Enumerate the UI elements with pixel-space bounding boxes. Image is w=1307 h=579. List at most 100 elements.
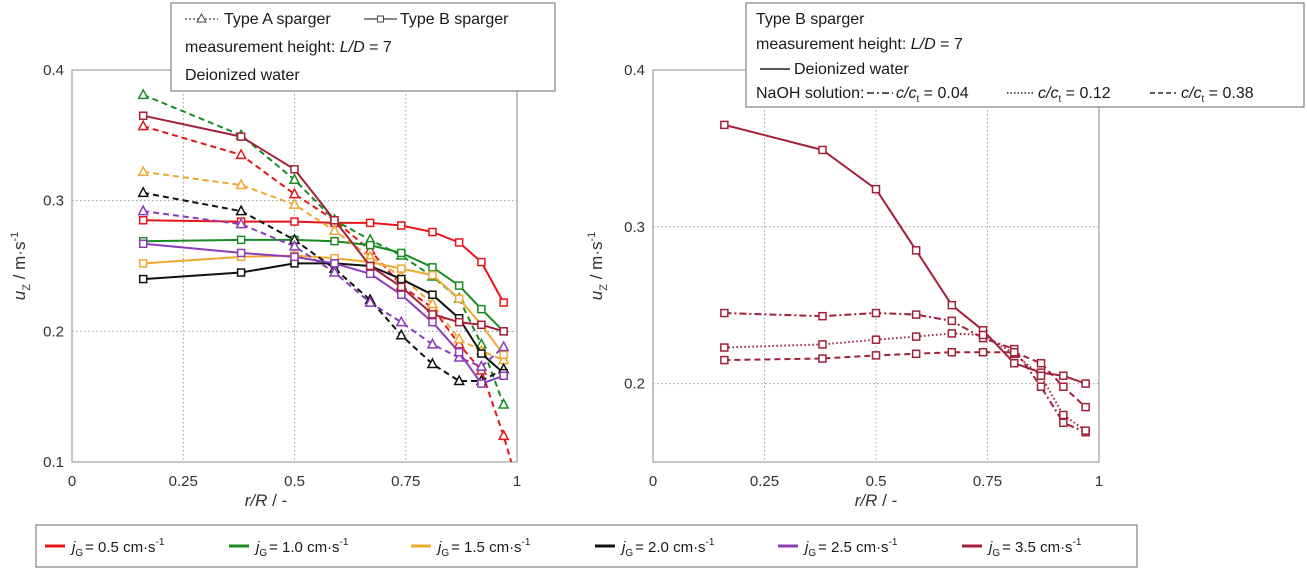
legend-item: jG = 2.5 cm·s-1 — [778, 537, 898, 559]
data-point-marker — [235, 204, 247, 216]
data-point-marker — [1081, 379, 1090, 388]
bottom-legend: jG = 0.5 cm·s-1 jG = 1.0 cm·s-1 jG = 1.5 cm·s… — [35, 524, 1138, 568]
data-point-marker — [288, 173, 301, 185]
x-tick-label: 0 — [68, 473, 76, 490]
data-point-marker — [477, 320, 486, 330]
series-line — [143, 242, 504, 385]
left-chart-panel: 0 0.25 0.5 0.75 1 0.1 0.2 0.3 0.4 r/R / - uZ / m… — [9, 62, 521, 510]
x-tick-label: 0.5 — [866, 473, 887, 490]
data-point-marker — [818, 311, 827, 321]
series-left-10 — [138, 111, 508, 336]
y-tick-label: 0.3 — [43, 193, 64, 210]
data-point-marker — [911, 246, 921, 255]
data-point-marker — [290, 252, 299, 262]
series-line — [143, 238, 505, 333]
data-point-marker — [477, 379, 486, 388]
data-point-marker — [818, 354, 827, 363]
data-point-marker — [454, 294, 464, 303]
data-point-marker — [328, 265, 341, 277]
naoh-012-label: c/ct = 0.12 — [1038, 85, 1111, 105]
data-point-marker — [365, 261, 375, 271]
data-point-marker — [1036, 358, 1046, 368]
legend-label: jG = 1.5 cm·s-1 — [436, 537, 531, 559]
left-annotation-box: Type A sparger Type B sparger measuremen… — [170, 2, 556, 92]
data-point-marker — [499, 327, 508, 336]
series-line — [143, 191, 505, 382]
data-point-marker — [818, 145, 827, 155]
data-point-marker — [290, 165, 299, 174]
data-point-marker — [138, 216, 148, 225]
data-point-marker — [235, 178, 247, 190]
data-point-marker — [236, 268, 246, 277]
data-point-marker — [365, 240, 375, 250]
naoh-038-label: c/ct = 0.38 — [1181, 85, 1254, 105]
right-x-axis-label: r/R / - — [855, 491, 898, 510]
data-point-marker — [137, 204, 149, 216]
x-tick-label: 1 — [1095, 473, 1103, 490]
data-point-marker — [871, 335, 881, 344]
data-point-marker — [453, 337, 465, 349]
data-point-marker — [426, 357, 439, 369]
data-point-marker — [364, 295, 376, 307]
x-tick-label: 0.75 — [973, 473, 1002, 490]
data-point-marker — [397, 264, 406, 273]
y-tick-label: 0.2 — [43, 323, 64, 340]
data-point-marker — [947, 347, 957, 357]
data-point-marker — [1059, 371, 1068, 381]
data-point-marker — [947, 316, 957, 326]
legend-item: jG = 1.5 cm·s-1 — [411, 537, 531, 559]
data-point-marker — [236, 248, 246, 258]
data-point-marker — [137, 88, 149, 100]
legend-item: jG = 0.5 cm·s-1 — [45, 537, 165, 559]
data-point-marker — [454, 281, 464, 290]
data-point-marker — [1059, 382, 1068, 391]
x-tick-label: 0.25 — [750, 473, 779, 490]
legend-label: jG = 2.0 cm·s-1 — [620, 537, 715, 559]
data-point-marker — [454, 317, 464, 327]
data-point-marker — [720, 343, 729, 352]
y-tick-label: 0.2 — [624, 376, 645, 393]
series-left-9 — [138, 239, 508, 388]
right-y-axis-label: uZ / m·s-1 — [586, 232, 610, 300]
right-sparger-label: Type B sparger — [756, 11, 865, 28]
type-a-marker-sample — [196, 12, 207, 23]
right-tick-labels: 0 0.25 0.5 0.75 1 0.2 0.3 0.4 — [624, 62, 1103, 490]
data-point-marker — [328, 224, 341, 235]
data-point-marker — [497, 340, 510, 352]
data-point-marker — [365, 269, 375, 279]
right-annotation-frame — [745, 2, 1305, 108]
y-tick-label: 0.4 — [43, 62, 64, 79]
data-point-marker — [1081, 426, 1090, 435]
data-point-marker — [947, 329, 957, 338]
data-point-marker — [137, 119, 149, 131]
data-point-marker — [477, 304, 486, 314]
data-point-marker — [397, 282, 406, 292]
data-point-marker — [428, 227, 437, 237]
data-point-marker — [911, 332, 921, 341]
data-point-marker — [499, 371, 508, 381]
data-point-marker — [871, 184, 881, 194]
data-point-marker — [397, 274, 406, 284]
data-point-marker — [137, 186, 149, 198]
left-annotation-frame — [170, 2, 556, 92]
data-point-marker — [426, 297, 439, 309]
data-point-marker — [871, 308, 881, 318]
data-point-marker — [365, 218, 375, 228]
data-point-marker — [428, 290, 437, 299]
data-point-marker — [978, 330, 988, 340]
data-point-marker — [720, 308, 729, 318]
data-point-marker — [426, 337, 439, 349]
data-point-marker — [138, 239, 148, 249]
legend-item: jG = 2.0 cm·s-1 — [595, 537, 715, 559]
series-right-3 — [720, 347, 1090, 412]
data-point-marker — [499, 298, 508, 307]
naoh-004-label: c/ct = 0.04 — [896, 85, 969, 105]
data-point-marker — [290, 217, 299, 226]
series-line — [143, 262, 505, 374]
data-point-marker — [235, 217, 247, 229]
data-point-marker — [720, 120, 729, 130]
data-point-marker — [428, 317, 437, 327]
series-line — [724, 312, 1086, 434]
y-tick-label: 0.4 — [624, 62, 645, 79]
